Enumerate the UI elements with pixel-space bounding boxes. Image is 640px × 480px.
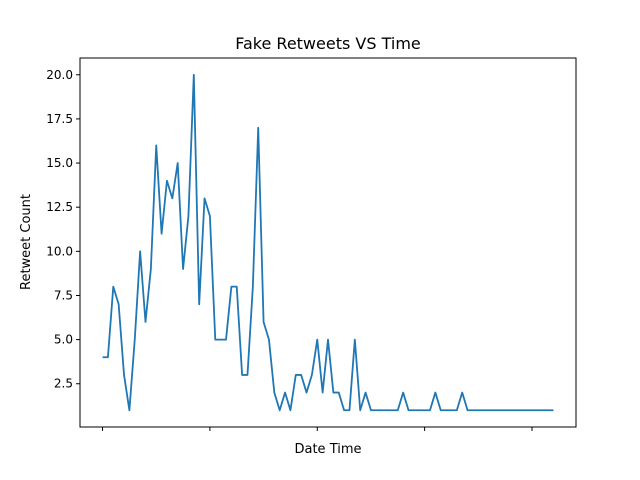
y-axis-ticks: 2.5 5.0 7.5 10.0 12.5 15.0 17.5 20.0 — [46, 68, 80, 391]
y-tick-label: 5.0 — [54, 333, 73, 347]
series-layer — [102, 73, 554, 412]
chart-title: Fake Retweets VS Time — [235, 34, 421, 53]
plot-area — [80, 58, 576, 427]
series-line-0 — [102, 73, 554, 412]
y-axis-label: Retweet Count — [19, 194, 34, 290]
y-tick-label: 2.5 — [54, 377, 73, 391]
x-axis-ticks — [102, 427, 533, 431]
y-tick-label: 17.5 — [46, 112, 73, 126]
y-tick-label: 7.5 — [54, 288, 73, 302]
y-tick-label: 15.0 — [46, 156, 73, 170]
plot-frame — [79, 57, 577, 428]
y-tick-label: 12.5 — [46, 200, 73, 214]
x-axis-label: Date Time — [294, 442, 361, 457]
y-tick-label: 20.0 — [46, 68, 73, 82]
y-tick-label: 10.0 — [46, 244, 73, 258]
